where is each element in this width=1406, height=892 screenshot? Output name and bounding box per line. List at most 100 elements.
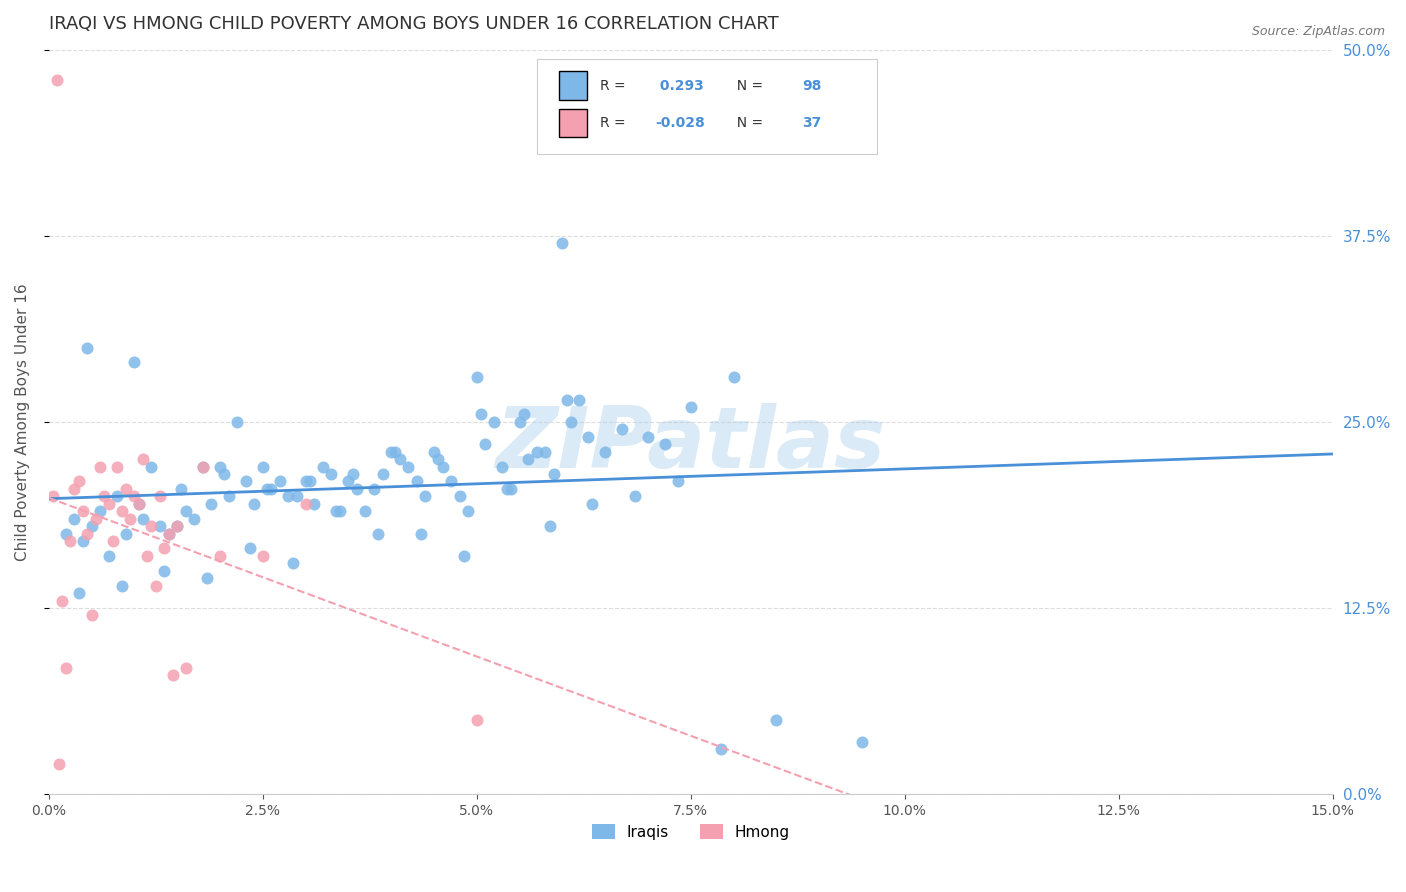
Point (84, 511, 107, 525)
Point (325, 504, 347, 518)
Point (388, 452, 411, 467)
Point (208, 459, 231, 474)
Point (384, 444, 406, 458)
Point (482, 415, 505, 429)
Point (162, 668, 184, 682)
Point (593, 444, 616, 458)
Point (432, 459, 454, 474)
Point (415, 489, 437, 503)
Point (581, 497, 603, 511)
Point (145, 579, 167, 593)
Point (157, 526, 180, 541)
Point (499, 482, 522, 496)
Point (208, 549, 231, 563)
Point (42, 489, 65, 503)
Point (666, 475, 689, 489)
Point (72, 533, 94, 548)
Point (294, 497, 316, 511)
Text: 0.293: 0.293 (655, 78, 703, 93)
Point (624, 489, 647, 503)
Point (294, 475, 316, 489)
Point (124, 355, 146, 369)
Point (679, 400, 702, 414)
Point (449, 489, 471, 503)
Point (48, 757, 70, 772)
Point (166, 519, 188, 533)
Point (170, 482, 193, 496)
Point (105, 489, 128, 503)
Point (260, 482, 283, 496)
Point (51, 593, 73, 607)
Text: R =: R = (599, 78, 630, 93)
Text: ZIPatlas: ZIPatlas (496, 403, 886, 486)
Point (243, 497, 266, 511)
Point (491, 459, 513, 474)
Point (153, 541, 176, 556)
Point (551, 236, 574, 251)
Point (149, 489, 172, 503)
Point (114, 482, 136, 496)
Point (637, 430, 659, 444)
Point (285, 489, 308, 503)
Point (538, 519, 561, 533)
Point (195, 571, 218, 585)
Point (63, 511, 86, 525)
Point (423, 444, 446, 458)
Point (534, 444, 557, 458)
Point (132, 511, 155, 525)
Point (80, 608, 103, 623)
Point (269, 475, 291, 489)
Point (543, 467, 565, 481)
Point (128, 497, 150, 511)
Text: -0.028: -0.028 (655, 116, 704, 129)
Point (256, 482, 278, 496)
Point (440, 475, 463, 489)
Point (128, 497, 150, 511)
Point (67, 475, 90, 489)
Point (363, 482, 385, 496)
Point (239, 541, 262, 556)
Point (136, 549, 159, 563)
Point (105, 459, 128, 474)
Point (457, 504, 479, 518)
Point (277, 489, 299, 503)
Point (568, 392, 591, 407)
Point (166, 519, 188, 533)
Point (72, 504, 94, 518)
Point (93, 489, 115, 503)
Point (149, 519, 172, 533)
Point (101, 533, 124, 548)
Point (509, 415, 531, 429)
Point (321, 467, 343, 481)
Text: IRAQI VS HMONG CHILD POVERTY AMONG BOYS UNDER 16 CORRELATION CHART: IRAQI VS HMONG CHILD POVERTY AMONG BOYS … (49, 15, 779, 33)
Point (380, 444, 402, 458)
Text: R =: R = (599, 116, 630, 129)
Text: Source: ZipAtlas.com: Source: ZipAtlas.com (1251, 25, 1385, 38)
Point (576, 430, 599, 444)
Text: 37: 37 (803, 116, 821, 129)
Point (252, 549, 274, 563)
Point (63, 482, 86, 496)
Point (252, 459, 274, 474)
Point (59, 533, 82, 548)
Point (55, 526, 77, 541)
Point (302, 497, 325, 511)
Point (124, 489, 146, 503)
Point (80, 519, 103, 533)
FancyBboxPatch shape (537, 59, 877, 154)
Point (141, 519, 163, 533)
Point (200, 497, 222, 511)
Point (235, 475, 257, 489)
Point (367, 526, 389, 541)
Text: 98: 98 (803, 78, 823, 93)
FancyBboxPatch shape (558, 109, 586, 136)
Point (191, 459, 214, 474)
Point (281, 557, 304, 571)
Point (329, 504, 352, 518)
Point (46, 72, 69, 87)
Point (337, 475, 360, 489)
Point (298, 475, 321, 489)
Point (654, 437, 676, 451)
Point (212, 467, 235, 481)
Legend: Iraqis, Hmong: Iraqis, Hmong (585, 818, 796, 846)
